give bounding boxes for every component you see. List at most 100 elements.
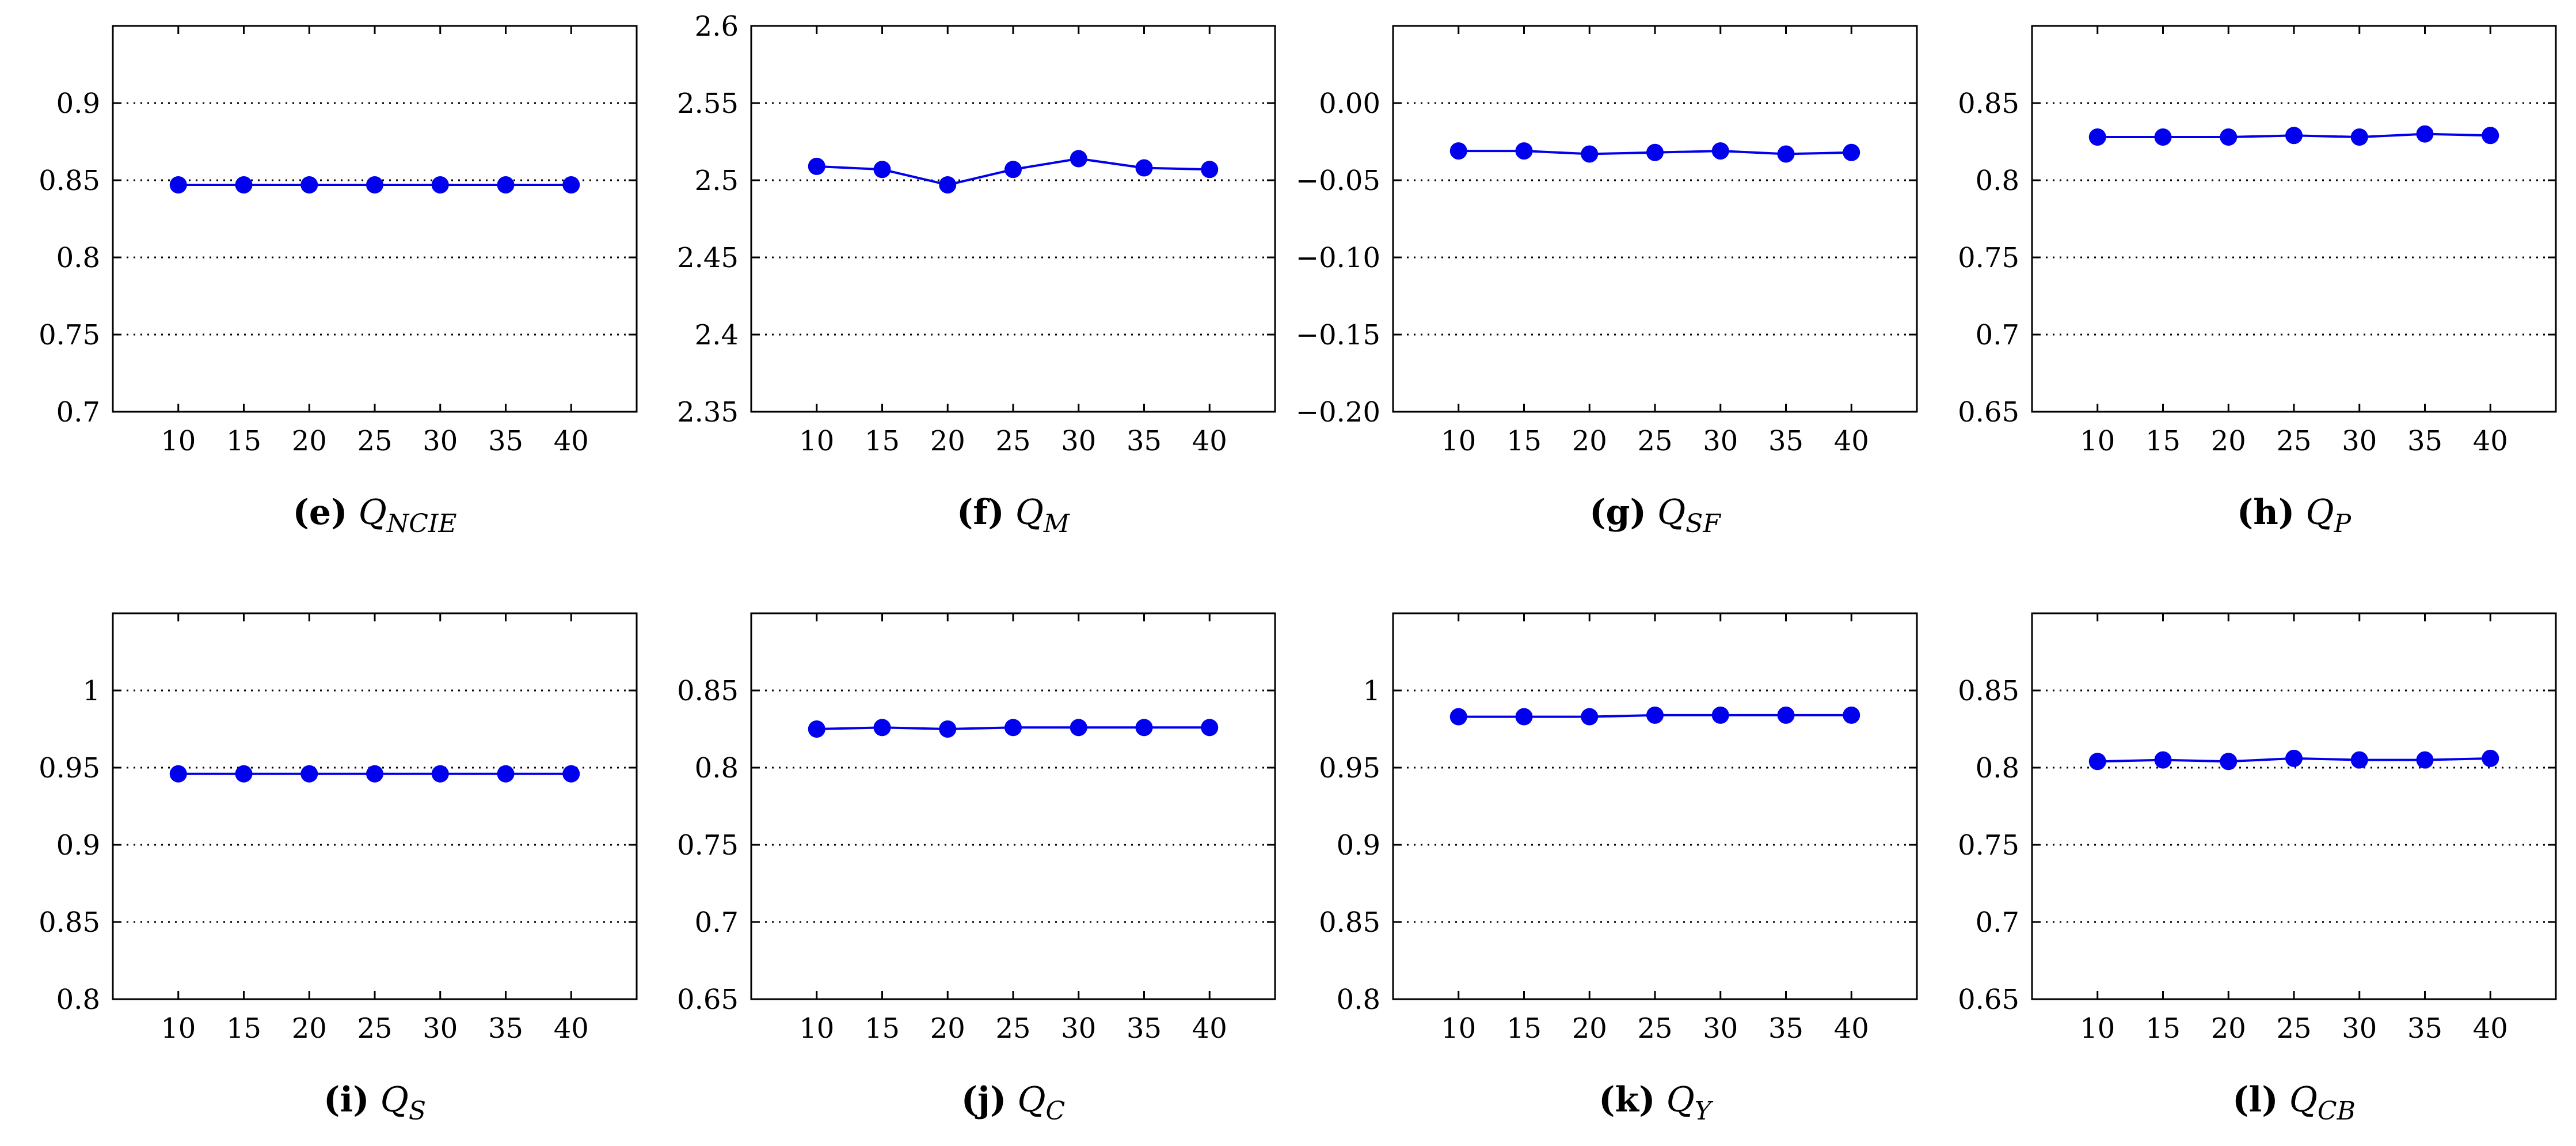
y-tick-label: −0.05 [1296, 165, 1380, 197]
chart-caption: (l) QCB [2232, 1080, 2356, 1126]
x-tick-label: 25 [357, 1012, 392, 1045]
x-tick-label: 30 [1703, 1012, 1738, 1045]
y-tick-label: 2.6 [695, 10, 739, 43]
x-tick-label: 20 [930, 1012, 965, 1045]
x-tick-label: 10 [161, 425, 196, 457]
axes-frame [112, 25, 638, 413]
y-tick-label: 0.65 [677, 984, 739, 1016]
x-tick-label: 35 [1127, 425, 1162, 457]
data-point [1777, 145, 1795, 163]
x-tick-label: 35 [2407, 1012, 2442, 1045]
x-tick-label: 30 [2342, 1012, 2377, 1045]
data-point [235, 176, 253, 194]
caption-letter: (h) [2237, 492, 2295, 533]
x-tick-label: 35 [2407, 425, 2442, 457]
caption-subscript: C [1046, 1096, 1066, 1126]
y-tick-label: 0.8 [56, 984, 100, 1016]
data-point [300, 176, 318, 194]
x-tick-label: 35 [1768, 1012, 1803, 1045]
data-point [2416, 751, 2434, 769]
caption-subscript: CB [2318, 1096, 2356, 1126]
y-tick-label: 0.9 [56, 88, 100, 120]
data-point [2154, 751, 2172, 769]
chart-panel-h: 0.65 0.7 0.75 0.8 0.85 10 15 20 25 30 35 40 (h) QP [1958, 25, 2557, 538]
data-point [1201, 161, 1219, 179]
chart-caption: (g) QSF [1589, 492, 1721, 538]
data-point [1449, 142, 1467, 160]
caption-space [2295, 492, 2305, 533]
x-tick-label: 20 [1572, 425, 1607, 457]
x-tick-label: 25 [2276, 1012, 2311, 1045]
chart-caption: (h) QP [2237, 492, 2352, 538]
data-point [808, 157, 825, 175]
caption-subscript: M [1043, 509, 1070, 538]
chart-caption: (j) QC [961, 1080, 1065, 1126]
chart-caption: (e) QNCIE [293, 492, 457, 538]
data-point [497, 176, 515, 194]
data-point [1070, 150, 1087, 168]
chart-panel-e: 0.7 0.75 0.8 0.85 0.9 10 15 20 25 30 35 40 (e) QNCIE [39, 25, 638, 538]
data-point [1201, 719, 1219, 737]
caption-subscript: S [409, 1096, 426, 1126]
data-point [2285, 127, 2303, 145]
x-tick-label: 25 [995, 1012, 1030, 1045]
data-point [1135, 159, 1153, 177]
x-tick-label: 30 [1061, 425, 1096, 457]
x-tick-label: 30 [1703, 425, 1738, 457]
x-tick-label: 35 [488, 1012, 523, 1045]
y-tick-label: 0.9 [56, 829, 100, 862]
x-tick-label: 20 [292, 425, 327, 457]
caption-letter: (g) [1589, 492, 1646, 533]
x-tick-label: 20 [2211, 425, 2246, 457]
data-point [1581, 708, 1599, 726]
x-tick-label: 25 [995, 425, 1030, 457]
caption-space [348, 492, 359, 533]
chart-caption: (i) QS [324, 1080, 426, 1126]
y-tick-label: −0.15 [1296, 319, 1380, 351]
caption-space [1646, 492, 1657, 533]
y-tick-label: 0.85 [1958, 675, 2019, 707]
axes-frame [1392, 25, 1918, 413]
chart-panel-g: −0.20 −0.15 −0.10 −0.05 0.00 10 15 20 25 30 35 40 (g… [1296, 25, 1918, 538]
caption-letter: (i) [324, 1080, 370, 1120]
caption-symbol: Q [1657, 492, 1685, 533]
x-tick-label: 20 [930, 425, 965, 457]
caption-space [1006, 1080, 1017, 1120]
data-point [2416, 125, 2434, 143]
axes-frame [2031, 612, 2557, 1000]
caption-letter: (f) [957, 492, 1004, 533]
data-point [431, 765, 449, 783]
data-point [562, 176, 580, 194]
caption-letter: (k) [1599, 1080, 1655, 1120]
caption-symbol: Q [1666, 1080, 1695, 1120]
y-tick-label: 2.4 [695, 319, 739, 351]
y-tick-label: 0.75 [1958, 242, 2019, 274]
x-tick-label: 30 [423, 425, 458, 457]
y-tick-label: 0.85 [677, 675, 739, 707]
chart-caption: (k) QY [1599, 1080, 1714, 1126]
data-point [235, 765, 253, 783]
data-point [2482, 749, 2499, 767]
y-tick-label: 0.00 [1319, 88, 1380, 120]
x-tick-label: 40 [1192, 1012, 1227, 1045]
x-tick-label: 15 [226, 425, 261, 457]
caption-symbol: Q [1017, 1080, 1045, 1120]
y-tick-label: 0.75 [39, 319, 100, 351]
x-tick-label: 10 [799, 1012, 834, 1045]
data-point [2154, 128, 2172, 146]
data-point [939, 176, 957, 194]
x-tick-label: 30 [423, 1012, 458, 1045]
x-tick-label: 10 [2080, 425, 2115, 457]
x-tick-label: 15 [2145, 425, 2181, 457]
y-tick-label: 2.45 [677, 242, 739, 274]
x-tick-label: 35 [1768, 425, 1803, 457]
y-tick-label: 0.85 [1958, 88, 2019, 120]
axes-frame [750, 25, 1276, 413]
x-tick-label: 35 [1127, 1012, 1162, 1045]
data-point [2482, 127, 2499, 145]
data-point [1711, 142, 1729, 160]
x-tick-label: 30 [1061, 1012, 1096, 1045]
data-point [2220, 128, 2238, 146]
y-tick-label: 2.55 [677, 88, 739, 120]
x-tick-label: 10 [2080, 1012, 2115, 1045]
